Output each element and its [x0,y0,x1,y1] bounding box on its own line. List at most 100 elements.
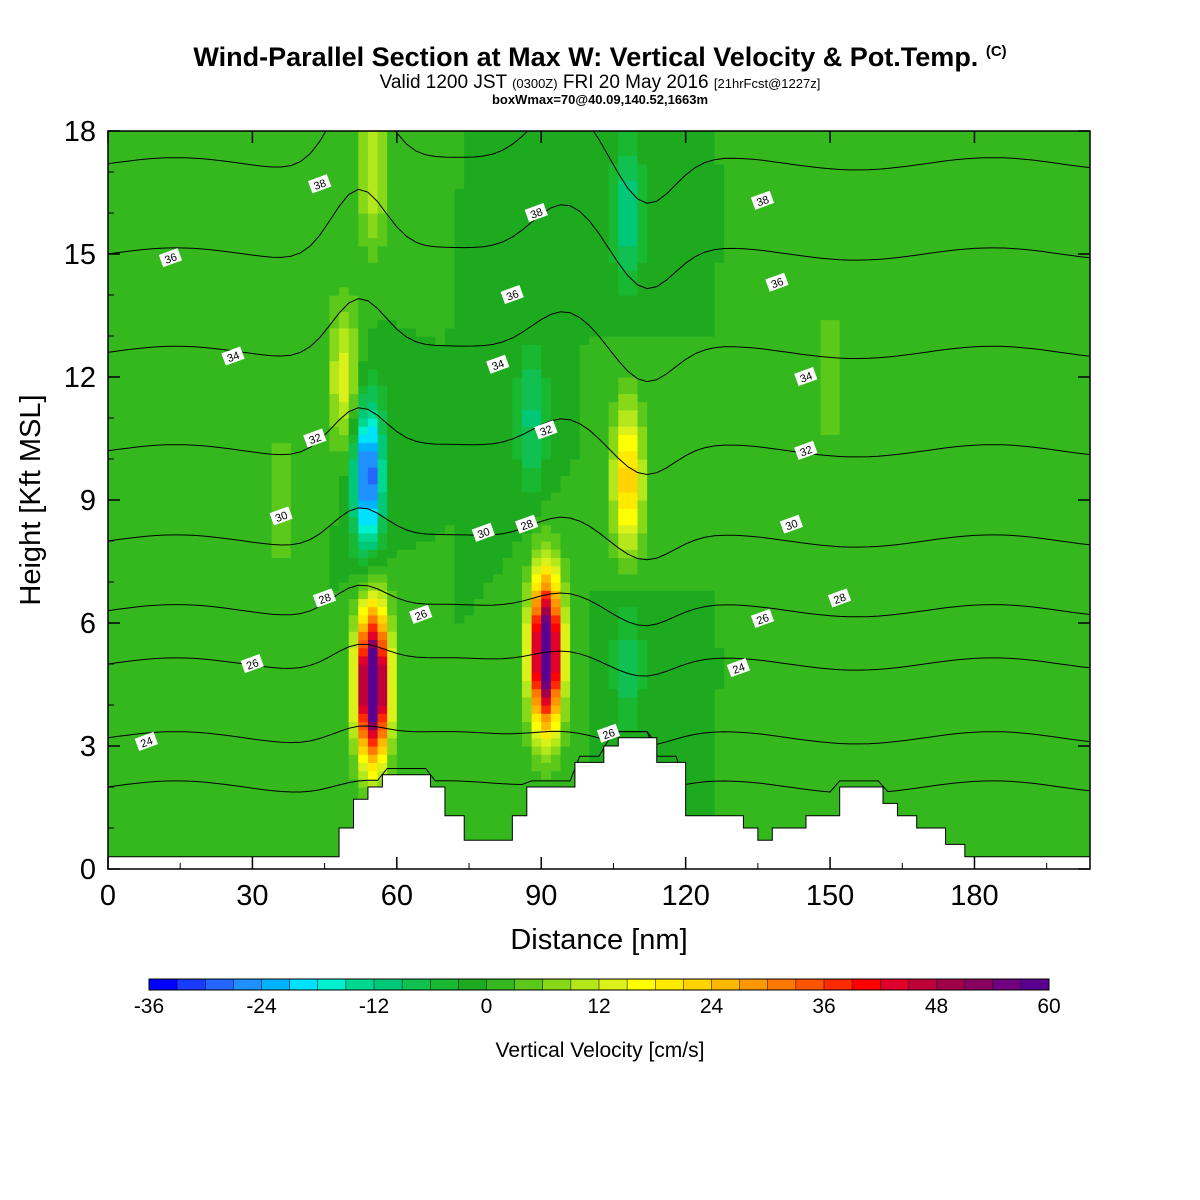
w-cell [252,221,263,230]
w-cell [599,131,610,140]
w-cell [425,237,436,247]
w-cell [252,778,263,788]
w-cell [493,467,504,476]
w-cell [223,582,234,591]
w-cell [146,139,157,148]
w-cell [223,721,234,731]
w-cell [194,549,205,558]
w-cell [319,729,331,739]
w-cell [223,746,234,755]
w-cell [339,647,350,657]
w-cell [281,532,292,542]
w-cell [117,278,128,288]
w-cell [377,426,388,435]
w-cell [136,295,148,304]
w-cell [435,311,446,321]
w-cell [473,229,485,239]
w-cell [165,475,176,485]
w-cell [127,368,138,378]
w-cell [464,524,475,534]
w-cell [319,778,331,788]
w-cell [473,213,485,222]
w-cell [194,303,205,312]
w-cell [435,401,446,411]
w-cell [156,286,167,296]
w-cell [454,229,465,239]
w-cell [579,557,590,567]
w-cell [213,434,225,444]
w-cell [204,418,215,427]
w-cell [271,237,282,247]
w-cell [108,819,119,829]
w-cell [444,385,456,394]
w-cell [194,819,205,829]
w-cell [579,270,590,280]
w-cell [416,639,427,649]
w-cell [444,631,456,640]
w-cell [521,254,533,263]
w-cell [396,762,408,772]
w-cell [473,245,485,255]
w-cell [127,770,138,780]
w-cell [425,319,436,329]
w-cell [464,401,475,411]
w-cell [204,664,215,673]
w-cell [570,336,581,345]
w-cell [396,508,408,517]
w-cell [146,459,157,468]
w-cell [599,467,610,476]
w-cell [233,623,244,632]
w-cell [300,180,311,189]
w-cell [560,459,571,468]
w-cell [579,237,590,247]
w-cell [473,221,485,230]
w-cell [618,688,629,698]
w-cell [213,163,225,173]
w-cell [108,188,119,198]
w-cell [281,434,292,444]
w-cell [570,680,581,690]
w-cell [281,172,292,181]
w-cell [512,336,523,345]
w-cell [108,467,119,476]
w-cell [464,286,475,296]
w-cell [367,705,379,714]
w-cell [550,541,562,550]
w-cell [127,229,138,239]
w-cell [136,647,148,657]
w-cell [348,426,359,435]
w-cell [348,459,359,468]
w-cell [416,147,427,157]
w-cell [290,262,302,271]
w-cell [175,147,186,157]
w-cell [223,672,234,681]
w-cell [358,491,369,501]
w-cell [358,368,369,378]
w-cell [560,590,571,599]
w-cell [127,426,138,435]
w-cell [589,655,600,665]
w-cell [165,172,176,181]
w-cell [271,262,282,271]
w-cell [319,319,331,329]
w-cell [339,557,350,567]
w-cell [213,204,225,214]
w-cell [281,442,292,452]
w-cell [319,401,331,411]
w-cell [165,319,176,329]
w-cell [117,368,128,378]
w-cell [550,393,562,403]
w-cell [262,639,273,649]
w-cell [108,655,119,665]
w-cell [204,614,215,624]
w-cell [608,614,619,624]
w-cell [473,803,485,813]
w-cell [541,713,552,722]
w-cell [521,754,533,763]
w-cell [146,614,157,624]
w-cell [406,327,417,337]
w-cell [396,327,408,337]
w-cell [281,270,292,280]
w-cell [290,778,302,788]
w-cell [618,188,629,198]
